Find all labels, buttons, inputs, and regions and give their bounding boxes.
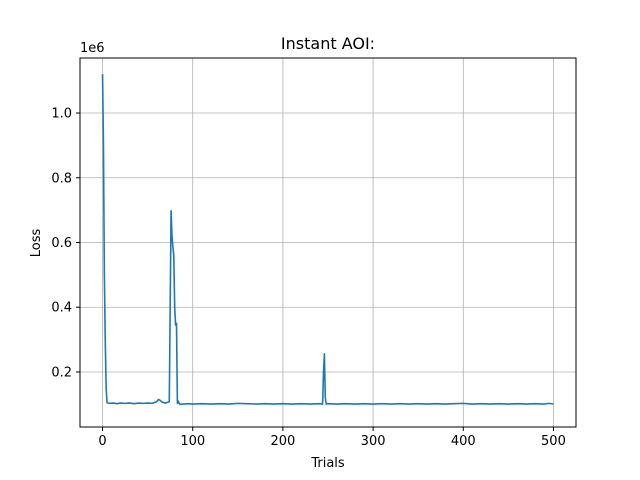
chart-title: Instant AOI: (281, 34, 375, 53)
x-axis-label: Trials (310, 456, 345, 471)
x-tick-label: 200 (270, 434, 295, 449)
loss-series-line (101, 74, 554, 406)
x-tick-label: 400 (451, 434, 476, 449)
y-tick-label: 0.8 (51, 171, 72, 186)
y-tick-label: 0.6 (51, 236, 72, 251)
x-tick-label: 300 (361, 434, 386, 449)
y-offset-label: 1e6 (80, 41, 105, 56)
grid-lines (80, 58, 576, 427)
x-tick-label: 500 (541, 434, 566, 449)
x-tick-label: 100 (180, 434, 205, 449)
y-axis-label: Loss (29, 229, 44, 258)
y-tick-label: 1.0 (51, 107, 72, 122)
x-axis-ticks: 0 100 200 300 400 500 (98, 427, 566, 449)
y-axis-ticks: 0.2 0.4 0.6 0.8 1.0 (51, 107, 80, 380)
y-tick-label: 0.2 (51, 365, 72, 380)
data-series (101, 74, 554, 406)
y-tick-label: 0.4 (51, 301, 72, 316)
x-tick-label: 0 (98, 434, 106, 449)
